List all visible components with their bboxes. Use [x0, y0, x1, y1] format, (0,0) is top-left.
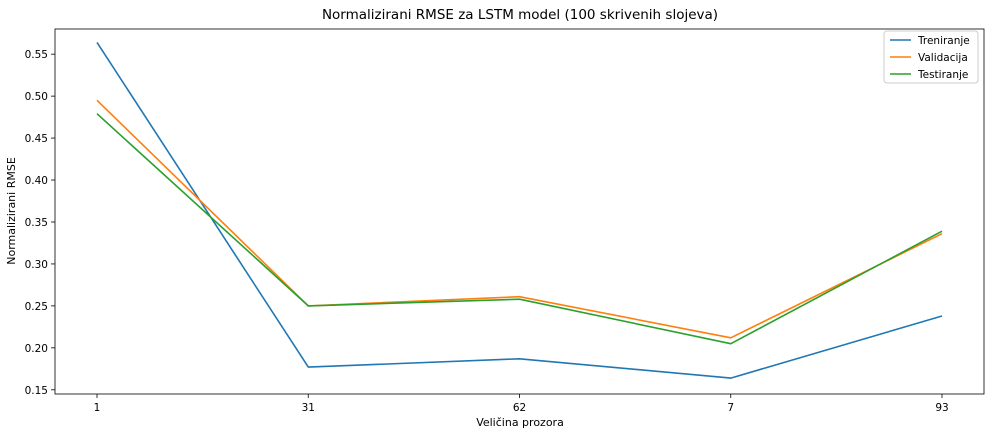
- x-tick-label: 1: [94, 402, 101, 414]
- y-axis-label: Normalizirani RMSE: [5, 157, 18, 265]
- y-tick-label: 0.45: [25, 133, 48, 145]
- x-tick-label: 31: [302, 402, 315, 414]
- y-tick-label: 0.40: [25, 175, 48, 187]
- legend-box: [883, 30, 979, 84]
- y-tick-label: 0.50: [25, 91, 48, 103]
- y-tick-label: 0.25: [25, 301, 48, 313]
- series-line-testiranje: [96, 113, 943, 345]
- legend-label-testiranje: Testiranje: [917, 69, 968, 81]
- series-line-validacija: [96, 99, 943, 339]
- series-line-treniranje: [96, 41, 943, 379]
- y-tick-label: 0.30: [25, 259, 48, 271]
- x-tick-label: 62: [513, 402, 526, 414]
- x-axis-label: Veličina prozora: [476, 416, 564, 429]
- x-tick-label: 93: [935, 402, 948, 414]
- legend-label-validacija: Validacija: [918, 52, 968, 64]
- legend: Treniranje Validacija Testiranje: [883, 30, 979, 84]
- y-tick-label: 0.20: [25, 343, 48, 355]
- plot-frame: [54, 28, 985, 395]
- y-tick-label: 0.35: [25, 217, 48, 229]
- x-tick-label: 7: [727, 402, 734, 414]
- y-tick-label: 0.15: [25, 385, 48, 397]
- y-tick-label: 0.55: [25, 49, 48, 61]
- chart-title: Normalizirani RMSE za LSTM model (100 sk…: [322, 7, 718, 23]
- legend-label-treniranje: Treniranje: [917, 35, 970, 47]
